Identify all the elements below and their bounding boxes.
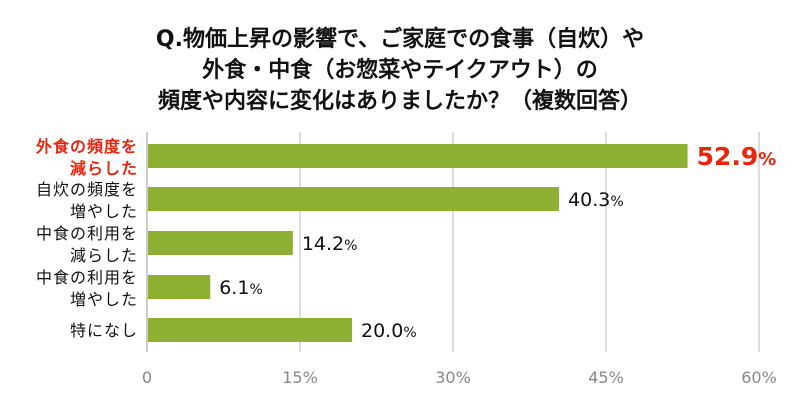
x-tick-label: 0 <box>142 368 152 387</box>
bar <box>148 275 211 299</box>
category-label: 増やした <box>70 290 138 309</box>
value-number: 40.3 <box>568 189 610 211</box>
category-label: 中食の利用を <box>36 224 138 243</box>
category-label: 特になし <box>70 321 138 340</box>
value-label: 40.3% <box>568 189 624 211</box>
bar <box>148 144 688 168</box>
value-label: 52.9% <box>697 142 777 171</box>
chart-title: Q.物価上昇の影響で、ご家庭での食事（自炊）や 外食・中食（お惣菜やテイクアウト… <box>0 24 800 117</box>
category-label: 自炊の頻度を <box>36 180 138 199</box>
value-unit: % <box>403 325 416 341</box>
category-label: 減らした <box>70 246 138 265</box>
value-number: 52.9 <box>697 142 759 171</box>
title-line: 頻度や内容に変化はありましたか？（複数回答） <box>157 89 642 114</box>
value-unit: % <box>610 194 623 210</box>
value-label: 14.2% <box>302 233 358 255</box>
bar <box>148 318 352 342</box>
bar <box>148 187 560 211</box>
category-label: 中食の利用を <box>36 268 138 287</box>
title-line: 外食・中食（お惣菜やテイクアウト）の <box>202 58 598 83</box>
value-label: 6.1% <box>219 277 263 299</box>
value-number: 6.1 <box>219 277 249 299</box>
bar <box>148 231 293 255</box>
value-unit: % <box>344 238 357 254</box>
category-label: 増やした <box>70 202 138 221</box>
value-label: 20.0% <box>361 320 417 342</box>
category-label: 外食の頻度を <box>35 137 138 156</box>
x-tick-label: 45% <box>588 368 624 387</box>
value-unit: % <box>249 282 262 298</box>
value-unit: % <box>758 149 776 170</box>
category-label: 減らした <box>70 159 138 178</box>
x-tick-label: 60% <box>741 368 777 387</box>
x-tick-label: 15% <box>282 368 318 387</box>
x-tick-label: 30% <box>435 368 471 387</box>
title-line: Q.物価上昇の影響で、ご家庭での食事（自炊）や <box>155 27 645 52</box>
value-number: 20.0 <box>361 320 403 342</box>
value-number: 14.2 <box>302 233 344 255</box>
